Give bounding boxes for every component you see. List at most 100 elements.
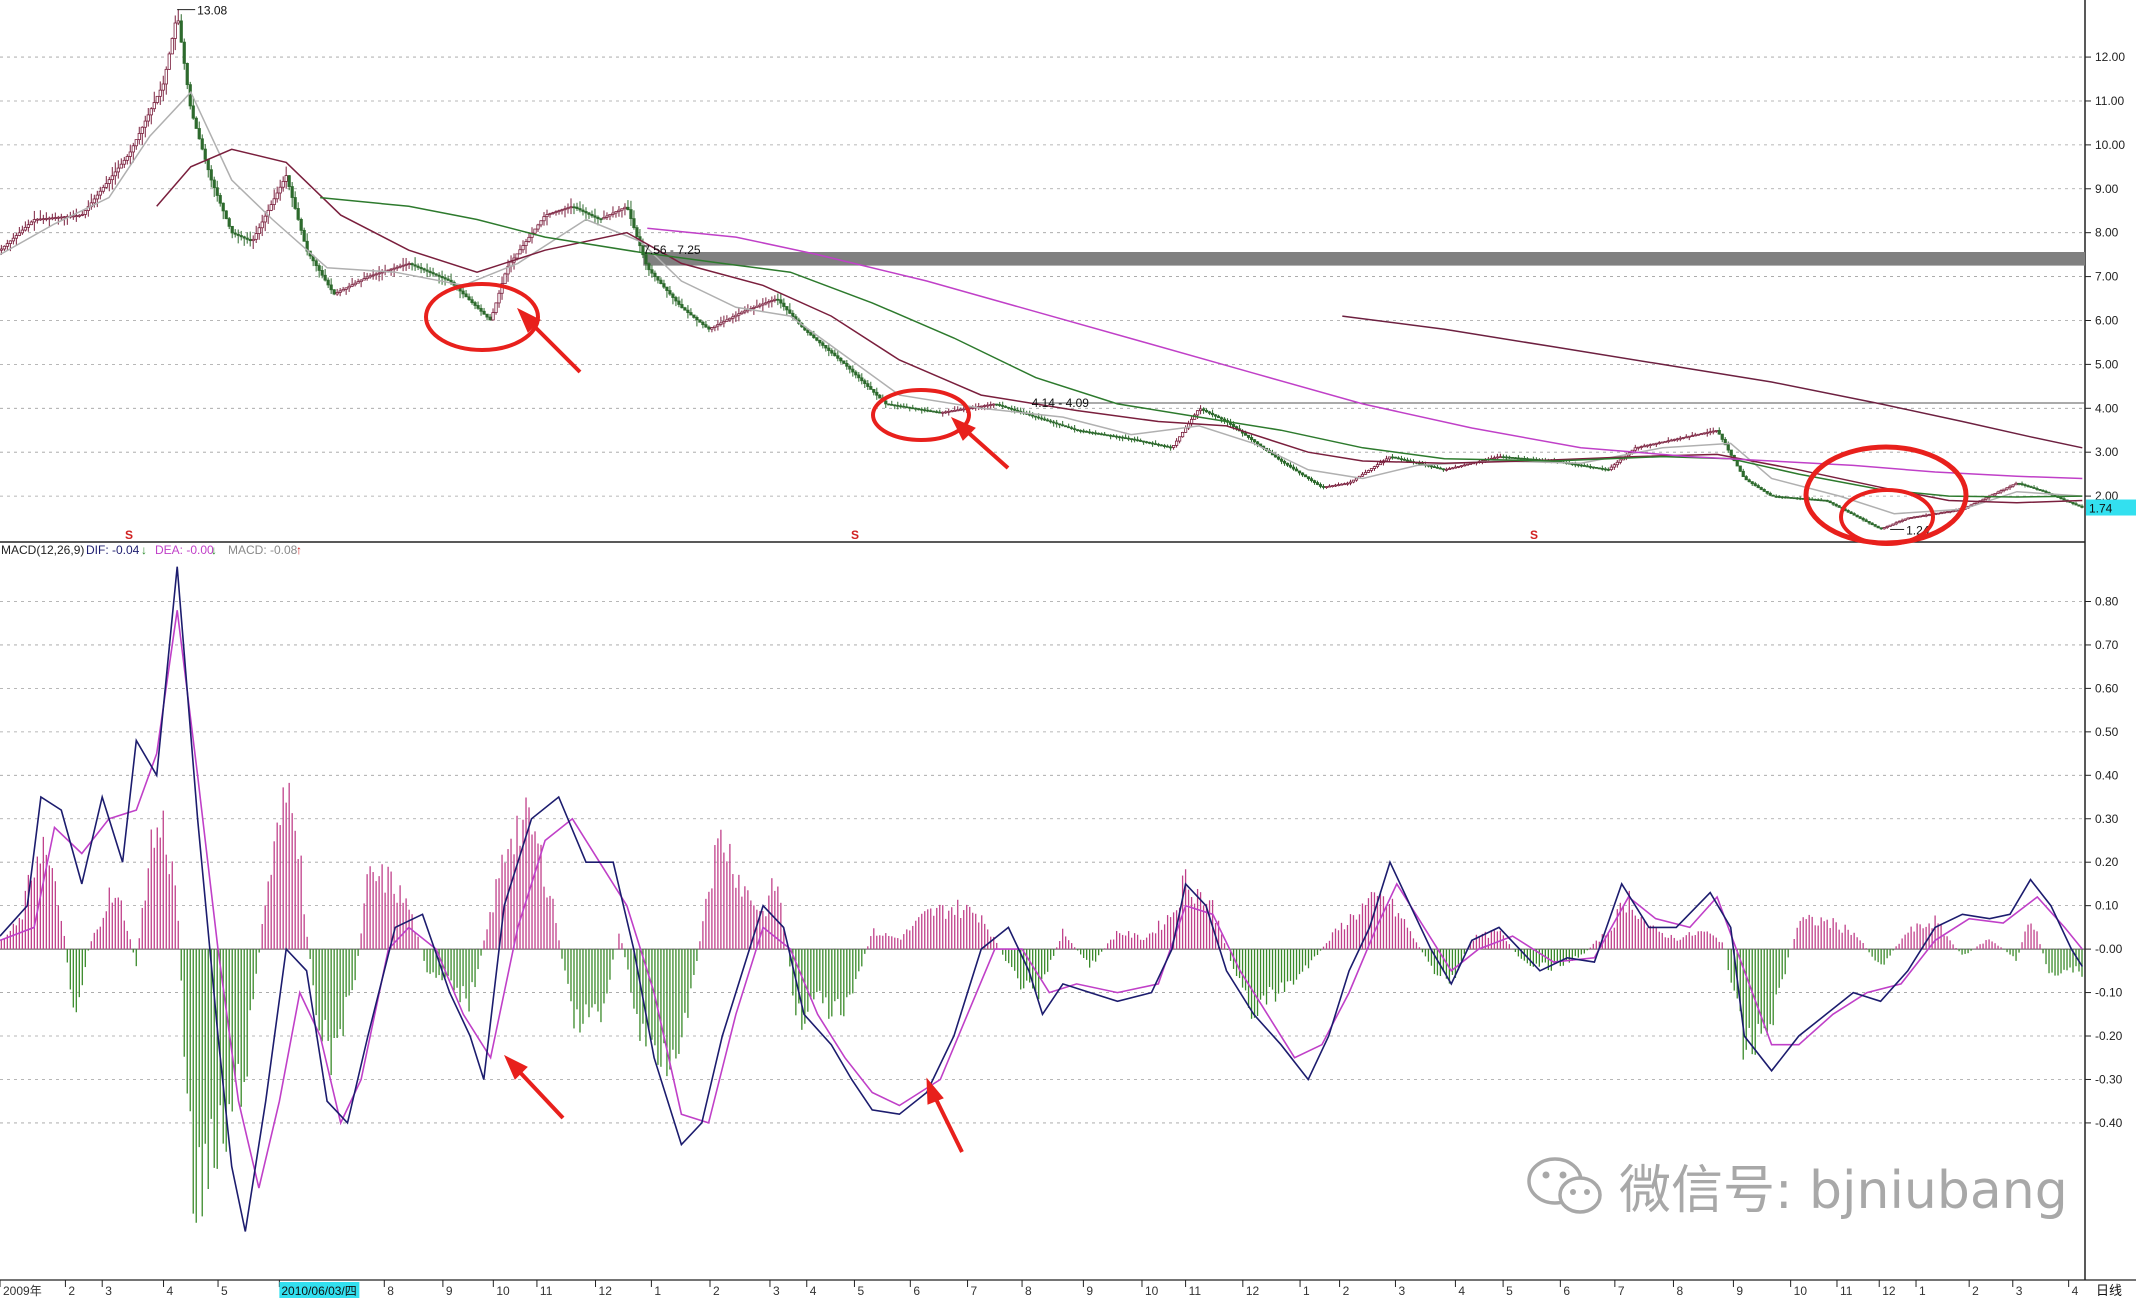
high-price-label: 13.08 — [197, 4, 227, 18]
candle-body — [1873, 524, 1877, 527]
x-tick-label: 3 — [2016, 1284, 2023, 1298]
candle-body — [1753, 483, 1757, 486]
candle-body — [923, 409, 927, 412]
candle-body — [1049, 420, 1053, 423]
candle-body — [1375, 464, 1380, 467]
candle-body — [1249, 437, 1254, 441]
candle-body — [833, 352, 837, 357]
macd-value: MACD: -0.08 — [228, 543, 298, 557]
candle-body — [1744, 476, 1748, 481]
candle-body — [689, 312, 693, 316]
candle-body — [1756, 485, 1760, 488]
candle-body — [527, 236, 531, 242]
x-tick-label: 8 — [1025, 1284, 1032, 1298]
arrow-icon-4 — [926, 1077, 964, 1153]
candle-body — [353, 282, 357, 286]
candle-body — [1663, 440, 1667, 443]
moving-average-line — [1342, 315, 2083, 449]
candle-body — [1609, 466, 1613, 470]
candle-body — [1438, 467, 1443, 470]
candle-body — [482, 310, 486, 315]
candle-body — [1510, 457, 1514, 459]
candle-body — [116, 167, 120, 173]
x-axis-labels: 2009年 2 3 4 5 2010/06/03/四 8 9 10 11 12 1 2 3 4 5 6 7 8 9 10… — [0, 1280, 2122, 1299]
candle-body — [446, 278, 450, 281]
candle-body — [980, 405, 984, 408]
candle-body — [113, 171, 117, 177]
candle-body — [131, 145, 135, 153]
candle-body — [857, 374, 861, 379]
candle-body — [728, 317, 732, 321]
x-tick-label: 10 — [1794, 1284, 1808, 1298]
candle-body — [1306, 476, 1311, 480]
candle-body — [467, 296, 471, 301]
candle-body — [476, 305, 480, 309]
candle-body — [1180, 431, 1185, 438]
candle-body — [1516, 457, 1520, 460]
candle-body — [992, 403, 996, 406]
candle-body — [1738, 465, 1742, 472]
candle-body — [1378, 462, 1383, 466]
candle-body — [158, 89, 162, 97]
candle-body — [464, 293, 468, 298]
candle-body — [1303, 474, 1308, 478]
x-tick-label: 12 — [1882, 1284, 1896, 1298]
candle-body — [62, 216, 66, 219]
candle-body — [1615, 461, 1619, 466]
candle-body — [422, 268, 426, 271]
candle-body — [1100, 433, 1104, 436]
macd-tick-label: -0.10 — [2095, 986, 2123, 1000]
candle-body — [194, 117, 198, 129]
candle-body — [371, 274, 375, 277]
candle-body — [1396, 457, 1401, 460]
candle-body — [1735, 460, 1739, 467]
candle-body — [350, 284, 354, 287]
candle-body — [596, 216, 600, 220]
candle-body — [1861, 517, 1865, 521]
candle-body — [815, 337, 819, 341]
candle-body — [650, 269, 654, 274]
candle-body — [2071, 502, 2075, 505]
candle-body — [1103, 433, 1107, 436]
candle-body — [269, 204, 273, 211]
candle-body — [326, 279, 330, 286]
x-tick-label: 8 — [387, 1284, 394, 1298]
macd-header: MACD(12,26,9) DIF: -0.04 ↓ DEA: -0.00 ↓ … — [1, 543, 302, 557]
split-marker: S — [851, 528, 859, 542]
candle-body — [149, 108, 153, 116]
date-cursor-label: 2010/06/03/四 — [281, 1284, 356, 1298]
candle-body — [1315, 482, 1320, 485]
candle-body — [1666, 440, 1670, 443]
price-tick-label: 11.00 — [2095, 94, 2124, 108]
candle-body — [1705, 431, 1709, 434]
candle-body — [1906, 517, 1910, 520]
candle-body — [242, 236, 246, 239]
candle-body — [941, 411, 945, 414]
candle-body — [1903, 518, 1907, 521]
candle-body — [356, 281, 360, 284]
candle-body — [692, 314, 696, 318]
candle-body — [902, 405, 906, 408]
candle-body — [17, 232, 21, 236]
candle-body — [629, 209, 633, 220]
candle-body — [155, 95, 159, 103]
candle-body — [1067, 426, 1071, 429]
candle-body — [725, 319, 729, 322]
candle-body — [929, 410, 933, 413]
macd-tick-label: -0.20 — [2095, 1029, 2123, 1043]
candle-body — [2017, 482, 2021, 485]
candle-body — [260, 221, 264, 229]
candle-body — [251, 238, 255, 242]
arrow-icon-2 — [950, 416, 1010, 470]
candle-body — [38, 218, 42, 221]
candle-body — [1393, 456, 1398, 459]
candle-body — [1142, 440, 1146, 443]
candle-body — [1795, 497, 1799, 500]
candle-body — [1774, 495, 1778, 498]
dea-value: DEA: -0.00 — [155, 543, 214, 557]
candle-body — [323, 274, 327, 281]
candle-body — [782, 302, 786, 307]
moving-average-line — [156, 148, 2083, 504]
candle-body — [656, 276, 660, 281]
candle-body — [1675, 438, 1679, 441]
